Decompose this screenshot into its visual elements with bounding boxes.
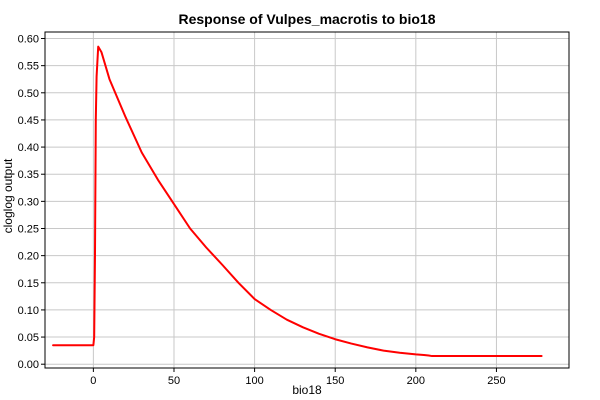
series-layer xyxy=(52,45,543,358)
x-tick-label: 200 xyxy=(407,375,425,387)
y-tick-label: 0.25 xyxy=(18,223,39,235)
y-tick-label: 0.45 xyxy=(18,115,39,127)
grid xyxy=(45,32,569,368)
axis-ticks: 0 50 100 150 200 250 0.00 0.05 0.10 0.15 0.20 0.25 0… xyxy=(18,34,506,387)
response-curve-line xyxy=(52,45,543,358)
y-tick-label: 0.30 xyxy=(18,196,39,208)
y-tick-label: 0.05 xyxy=(18,332,39,344)
x-tick-label: 50 xyxy=(168,375,180,387)
y-tick-label: 0.15 xyxy=(18,278,39,290)
y-tick-label: 0.55 xyxy=(18,61,39,73)
y-tick-label: 0.00 xyxy=(18,359,39,371)
y-tick-label: 0.20 xyxy=(18,251,39,263)
y-tick-label: 0.35 xyxy=(18,169,39,181)
x-tick-label: 0 xyxy=(90,375,96,387)
y-tick-label: 0.60 xyxy=(18,34,39,46)
x-tick-label: 150 xyxy=(326,375,344,387)
y-tick-label: 0.10 xyxy=(18,305,39,317)
x-tick-label: 100 xyxy=(245,375,263,387)
x-axis-title: bio18 xyxy=(292,383,322,397)
chart-title: Response of Vulpes_macrotis to bio18 xyxy=(179,11,436,27)
plot-frame xyxy=(44,31,570,369)
x-tick-label: 250 xyxy=(487,375,505,387)
y-tick-label: 0.50 xyxy=(18,88,39,100)
y-tick-label: 0.40 xyxy=(18,142,39,154)
y-axis-title: cloglog output xyxy=(1,158,15,233)
